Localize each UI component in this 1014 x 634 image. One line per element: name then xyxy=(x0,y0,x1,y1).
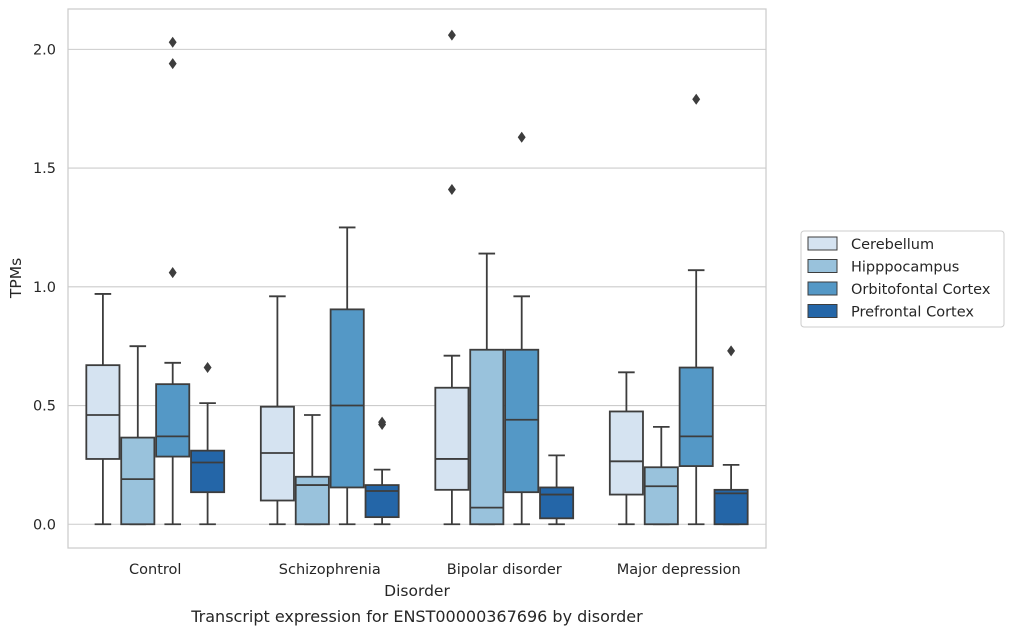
y-tick-labels: 0.0 0.5 1.0 1.5 2.0 xyxy=(33,42,56,533)
box-cerebellum xyxy=(85,293,121,526)
x-tick-label: Bipolar disorder xyxy=(447,562,562,578)
x-tick-label: Schizophrenia xyxy=(279,562,381,578)
box-orbitofontal-cortex xyxy=(155,36,191,526)
box-prefrontal-cortex xyxy=(364,416,400,526)
box-body xyxy=(504,348,540,494)
x-tick-label: Control xyxy=(129,562,181,578)
legend-frame xyxy=(800,230,1005,328)
y-tick-label: 1.5 xyxy=(33,161,56,177)
outlier-point xyxy=(692,93,701,105)
x-tick-labels: Control Schizophrenia Bipolar disorder Majo… xyxy=(129,562,741,578)
outlier-point xyxy=(168,267,177,279)
x-tick-label: Major depression xyxy=(617,562,741,578)
box-body xyxy=(85,364,121,460)
outlier-point xyxy=(517,131,526,143)
box-cerebellum xyxy=(259,295,295,526)
y-tick-label: 1.0 xyxy=(33,280,56,296)
box-body xyxy=(678,366,714,467)
x-axis-title: Disorder xyxy=(384,582,450,600)
legend: Cerebellum Hipppocampus Orbitofontal Corte… xyxy=(800,230,1005,328)
box-cerebellum xyxy=(434,29,470,526)
boxes xyxy=(85,29,749,526)
outlier-point xyxy=(203,362,212,374)
outlier-point xyxy=(447,183,456,195)
box-body xyxy=(364,484,400,519)
outlier-point xyxy=(727,345,736,357)
outlier-point xyxy=(447,29,456,41)
box-prefrontal-cortex xyxy=(190,362,226,526)
box-prefrontal-cortex xyxy=(713,345,749,526)
outlier-point xyxy=(378,416,387,428)
box-body xyxy=(608,410,644,496)
y-tick-label: 0.5 xyxy=(33,399,56,415)
plot-frame xyxy=(67,8,767,549)
box-orbitofontal-cortex xyxy=(504,131,540,526)
box-body xyxy=(155,383,191,458)
box-orbitofontal-cortex xyxy=(329,226,365,526)
y-tick-label: 0.0 xyxy=(33,517,56,533)
box-body xyxy=(539,486,575,520)
box-orbitofontal-cortex xyxy=(678,93,714,526)
legend-swatch xyxy=(807,236,838,251)
box-body xyxy=(434,386,470,491)
legend-label: Orbitofontal Cortex xyxy=(851,282,991,298)
box-body xyxy=(120,436,156,526)
chart-caption: Transcript expression for ENST0000036769… xyxy=(190,607,643,626)
box-hipppocampus xyxy=(643,426,679,526)
legend-swatch xyxy=(807,281,838,296)
box-hipppocampus xyxy=(469,252,505,526)
legend-label: Cerebellum xyxy=(851,237,934,253)
legend-swatch xyxy=(807,259,838,273)
box-body xyxy=(713,488,749,526)
box-prefrontal-cortex xyxy=(539,454,575,526)
box-hipppocampus xyxy=(120,345,156,526)
box-body xyxy=(329,308,365,489)
box-hipppocampus xyxy=(294,414,330,526)
legend-label: Hipppocampus xyxy=(851,260,959,276)
legend-swatch xyxy=(807,304,838,318)
box-cerebellum xyxy=(608,371,644,526)
outlier-point xyxy=(168,36,177,48)
box-body xyxy=(643,466,679,526)
box-body xyxy=(190,449,226,494)
y-axis-title: TPMs xyxy=(7,258,25,299)
box-body xyxy=(469,348,505,526)
outlier-point xyxy=(168,58,177,70)
plot-background xyxy=(68,9,766,548)
box-body xyxy=(294,475,330,526)
y-tick-label: 2.0 xyxy=(33,42,56,58)
legend-label: Prefrontal Cortex xyxy=(851,305,974,321)
